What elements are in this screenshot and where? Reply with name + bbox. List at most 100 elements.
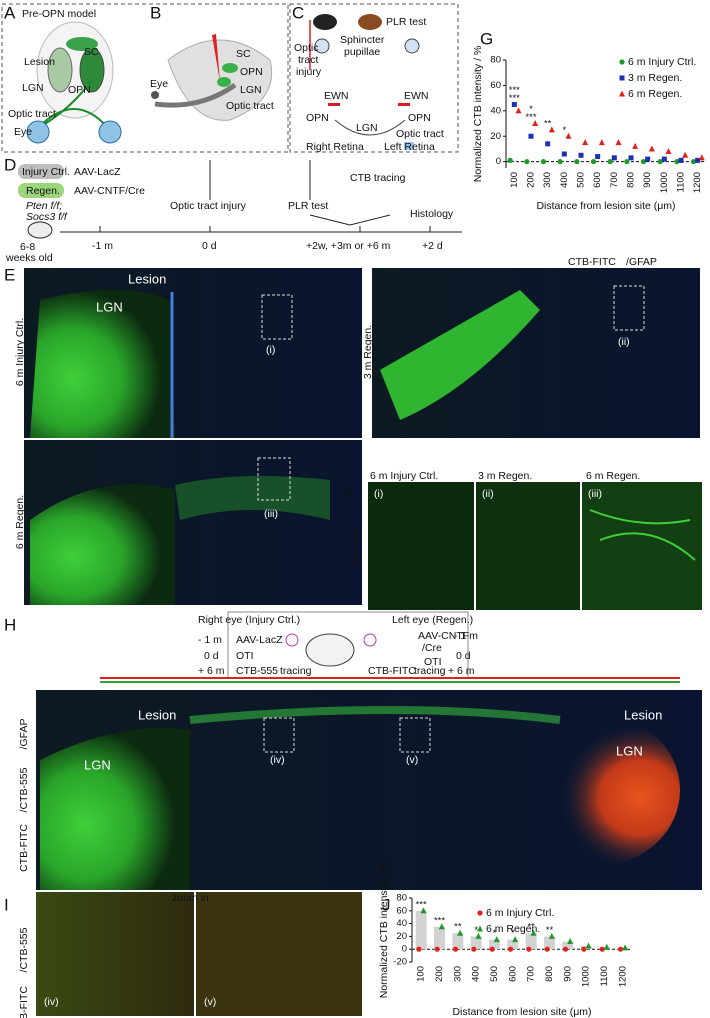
- data-point: [599, 946, 605, 952]
- label: pupillae: [344, 46, 380, 58]
- significance: **: [546, 925, 554, 936]
- data-point: [585, 942, 592, 949]
- label: D: [4, 155, 16, 174]
- label: Lesion: [24, 56, 55, 68]
- label: tracing: [414, 665, 446, 677]
- data-point: [512, 936, 519, 943]
- significance: ***: [434, 915, 445, 926]
- label: Optic tract: [8, 108, 56, 120]
- label: SC: [236, 48, 251, 60]
- y-tick-label: 40: [490, 105, 501, 116]
- label: CTB-555: [236, 665, 278, 677]
- rotated-label: /GFAP: [18, 719, 30, 750]
- y-axis-title: Normalized CTB intensity / %: [378, 862, 390, 999]
- y-tick-label: -20: [393, 957, 407, 968]
- micrographs: [24, 268, 702, 1016]
- data-point: [548, 126, 555, 133]
- legend-label: 6 m Regen.: [628, 88, 682, 100]
- label: injury: [296, 66, 322, 78]
- x-tick-label: 1100: [599, 966, 610, 986]
- x-tick-label: 1200: [617, 966, 628, 987]
- label: Pre-OPN model: [22, 8, 96, 20]
- y-tick-label: 60: [490, 80, 501, 91]
- significance: **: [544, 118, 552, 129]
- label: F: [344, 485, 354, 504]
- significance: *: [474, 925, 478, 936]
- y-tick-label: 20: [396, 931, 407, 942]
- label: EWN: [324, 90, 349, 102]
- label: Left eye (Regen.): [392, 614, 473, 626]
- label: - 1 m: [198, 634, 222, 646]
- data-point: [657, 159, 663, 165]
- data-point: [532, 120, 539, 127]
- label: H: [4, 615, 16, 634]
- data-point: [544, 946, 550, 952]
- panel-frame: [289, 3, 459, 153]
- legend-marker: [477, 925, 483, 932]
- y-tick-label: 80: [490, 55, 501, 66]
- rotated-label: CTB-FITC: [18, 986, 30, 1018]
- x-tick-label: 600: [592, 172, 603, 188]
- label: Right Retina: [306, 141, 364, 153]
- label: (i): [266, 344, 275, 356]
- label: (v): [406, 754, 418, 766]
- data-point: [582, 139, 589, 146]
- label: 3 m Regen.: [478, 470, 532, 482]
- label: I: [4, 895, 9, 914]
- label: (iii): [264, 508, 278, 520]
- label: OPN: [408, 112, 431, 124]
- label: AAV-CNTF/Cre: [74, 185, 145, 197]
- data-point: [615, 139, 622, 146]
- layout: [1, 3, 459, 153]
- bar: [452, 933, 464, 950]
- label: (ii): [482, 488, 494, 500]
- y-tick-label: 20: [490, 131, 501, 142]
- label: B: [150, 3, 161, 22]
- x-tick-label: 1100: [676, 172, 687, 192]
- data-point: [557, 159, 563, 165]
- y-tick-label: 0: [496, 156, 501, 167]
- data-point: [540, 159, 547, 165]
- data-point: [645, 156, 651, 162]
- label: OPN: [306, 112, 329, 124]
- label: C: [292, 3, 304, 22]
- y-tick-label: 80: [396, 893, 407, 904]
- label: 6-8: [20, 241, 35, 253]
- data-point: [678, 157, 684, 163]
- label: E: [4, 265, 15, 284]
- x-tick-label: 1000: [581, 966, 592, 987]
- legend-marker: [619, 90, 625, 97]
- data-point: [526, 946, 532, 952]
- x-tick-label: 100: [509, 172, 520, 188]
- timeline: [18, 160, 462, 239]
- rotated-label: 6 m Regen.: [14, 495, 26, 549]
- data-point: [515, 107, 522, 114]
- x-tick-label: 400: [471, 966, 482, 982]
- label: AAV-LacZ: [236, 634, 283, 646]
- label: 0 d: [202, 240, 217, 252]
- x-tick-label: 900: [642, 172, 653, 188]
- data-point: [561, 151, 567, 157]
- data-point: [590, 159, 597, 165]
- label: +2 d: [422, 240, 443, 252]
- data-point: [457, 929, 464, 936]
- panel-frame: [1, 3, 289, 153]
- label: CTB-FITC: [368, 665, 416, 677]
- label: Right eye (Injury Ctrl.): [198, 614, 300, 626]
- label: EWN: [404, 90, 429, 102]
- significance: **: [454, 922, 462, 933]
- data-point: [682, 151, 689, 158]
- x-tick-label: 700: [526, 966, 537, 982]
- data-point: [507, 157, 513, 163]
- data-point: [607, 159, 613, 165]
- label: LGN: [240, 84, 262, 96]
- label: (iv): [44, 996, 59, 1008]
- label: /GFAP: [626, 256, 657, 268]
- label: Socs3 f/f: [26, 211, 68, 223]
- bar: [415, 910, 427, 950]
- label: 0 d: [456, 650, 471, 662]
- legend-label: 3 m Regen.: [628, 72, 682, 84]
- data-point: [581, 946, 587, 952]
- significance: *: [562, 125, 566, 136]
- y-tick-label: 60: [396, 905, 407, 916]
